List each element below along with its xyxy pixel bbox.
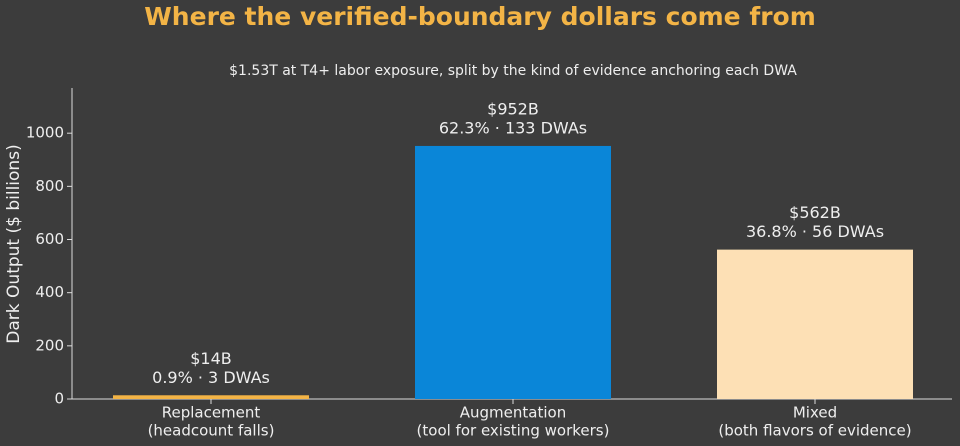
x-tick-note: (headcount falls) [148,422,275,440]
value-note: 0.9% · 3 DWAs [152,368,270,387]
x-tick-note: (tool for existing workers) [417,422,610,440]
y-tick-label: 0 [54,390,64,408]
chart-subtitle: $1.53T at T4+ labor exposure, split by t… [229,63,797,79]
x-tick-note: (both flavors of evidence) [718,422,911,440]
bar [717,249,913,399]
y-tick-label: 600 [35,230,64,248]
x-tick-label: Replacement [162,404,261,422]
x-tick-label: Augmentation [460,404,566,422]
value-note: 36.8% · 56 DWAs [746,222,884,241]
x-tick-label: Mixed [793,404,837,422]
y-tick-label: 200 [35,336,64,354]
bar [113,395,309,399]
value-label: $952B [487,99,539,118]
value-note: 62.3% · 133 DWAs [439,118,587,137]
y-tick-label: 400 [35,283,64,301]
value-label: $14B [190,349,232,368]
chart-title: Where the verified-boundary dollars come… [144,2,816,31]
y-axis-label: Dark Output ($ billions) [4,144,24,343]
bar [415,145,611,399]
y-tick-label: 1000 [26,124,64,142]
y-tick-label: 800 [35,177,64,195]
value-label: $562B [789,203,841,222]
